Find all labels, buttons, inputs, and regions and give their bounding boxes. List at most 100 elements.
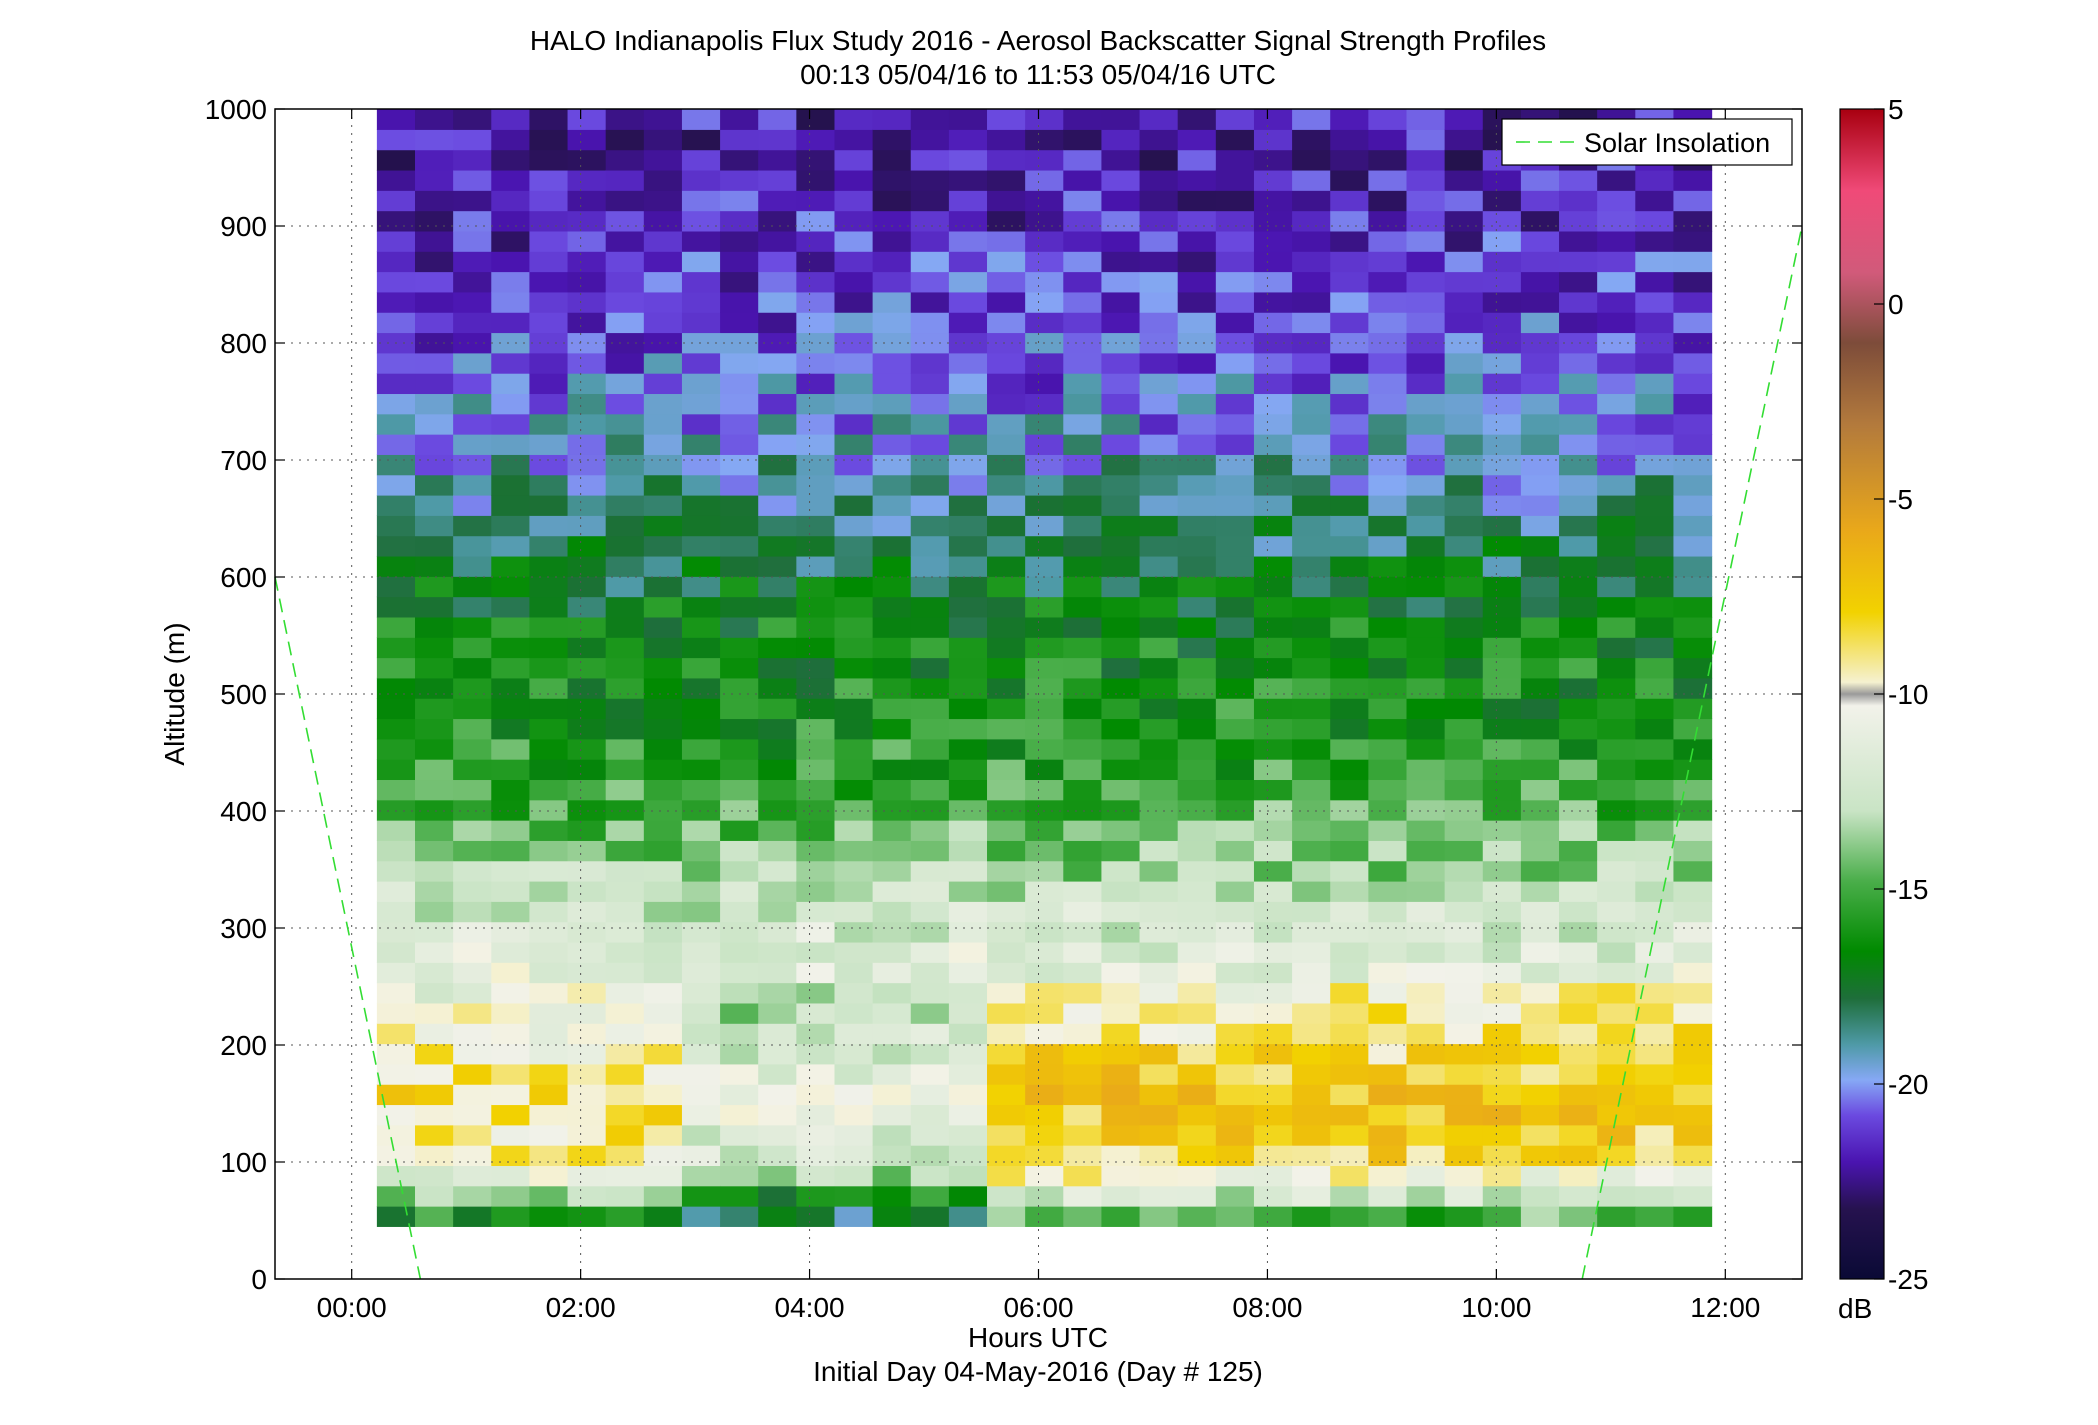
heatmap-cell: [1330, 393, 1369, 415]
heatmap-cell: [1025, 657, 1064, 679]
heatmap-cell: [1177, 738, 1217, 760]
heatmap-cell: [415, 393, 454, 415]
heatmap-cell: [1139, 840, 1179, 862]
heatmap-cell: [758, 352, 797, 374]
heatmap-cell: [491, 576, 531, 598]
heatmap-cell: [567, 718, 607, 740]
heatmap-cell: [1063, 434, 1103, 455]
heatmap-cell: [987, 434, 1026, 455]
heatmap-cell: [796, 1063, 836, 1085]
heatmap-cell: [1101, 373, 1141, 395]
heatmap-cell: [605, 109, 645, 130]
heatmap-cell: [415, 840, 454, 862]
heatmap-cell: [1215, 799, 1255, 821]
heatmap-cell: [720, 616, 759, 638]
heatmap-cell: [643, 1104, 683, 1126]
heatmap-cell: [1635, 251, 1675, 273]
heatmap-cell: [948, 230, 988, 252]
heatmap-cell: [872, 698, 912, 720]
heatmap-cell: [1101, 251, 1141, 273]
heatmap-cell: [529, 190, 569, 212]
heatmap-cell: [1635, 373, 1675, 395]
heatmap-cell: [834, 616, 874, 638]
heatmap-cell: [1444, 616, 1484, 638]
heatmap-cell: [1063, 1124, 1103, 1146]
heatmap-cell: [529, 535, 569, 557]
heatmap-cell: [1177, 1165, 1217, 1187]
heatmap-cell: [681, 230, 721, 252]
heatmap-cell: [491, 677, 531, 699]
heatmap-cell: [1139, 637, 1179, 659]
heatmap-cell: [1559, 698, 1598, 720]
y-tick-label: 1000: [205, 94, 267, 125]
heatmap-cell: [1139, 352, 1179, 374]
heatmap-cell: [415, 230, 454, 252]
heatmap-cell: [1635, 494, 1675, 516]
heatmap-cell: [453, 494, 492, 516]
heatmap-cell: [415, 1206, 454, 1227]
heatmap-cell: [529, 901, 569, 923]
heatmap-cell: [1482, 1104, 1522, 1126]
heatmap-cell: [529, 677, 569, 699]
heatmap-cell: [948, 251, 988, 273]
heatmap-cell: [796, 1165, 836, 1187]
heatmap-cell: [1215, 1124, 1255, 1146]
heatmap-cell: [796, 616, 836, 638]
heatmap-cell: [834, 393, 874, 415]
heatmap-cell: [1292, 149, 1331, 171]
heatmap-cell: [1025, 271, 1064, 293]
heatmap-cell: [605, 1043, 645, 1065]
heatmap-cell: [491, 169, 531, 191]
heatmap-cell: [758, 596, 797, 618]
heatmap-cell: [1101, 921, 1141, 943]
heatmap-cell: [796, 434, 836, 455]
heatmap-cell: [376, 169, 416, 191]
heatmap-cell: [1177, 880, 1217, 902]
heatmap-cell: [987, 799, 1026, 821]
heatmap-cell: [1635, 434, 1675, 455]
heatmap-cell: [1215, 941, 1255, 963]
heatmap-cell: [1406, 1124, 1446, 1146]
heatmap-cell: [987, 474, 1026, 496]
heatmap-cell: [834, 251, 874, 273]
heatmap-cell: [681, 657, 721, 679]
heatmap-cell: [1253, 1185, 1293, 1207]
heatmap-cell: [1253, 1104, 1293, 1126]
heatmap-cell: [529, 637, 569, 659]
heatmap-cell: [872, 616, 912, 638]
heatmap-cell: [948, 799, 988, 821]
heatmap-cell: [567, 474, 607, 496]
heatmap-cell: [491, 454, 531, 476]
heatmap-cell: [1025, 555, 1064, 577]
heatmap-cell: [1215, 840, 1255, 862]
heatmap-cell: [1177, 657, 1217, 679]
heatmap-cell: [948, 596, 988, 618]
heatmap-cell: [681, 738, 721, 760]
heatmap-cell: [1482, 1145, 1522, 1167]
heatmap-cell: [1406, 149, 1446, 171]
heatmap-cell: [643, 1185, 683, 1207]
heatmap-cell: [453, 901, 492, 923]
heatmap-cell: [1482, 637, 1522, 659]
x-tick-label: 04:00: [775, 1292, 845, 1323]
heatmap-cell: [1673, 820, 1713, 841]
heatmap-cell: [720, 169, 759, 191]
heatmap-cell: [529, 352, 569, 374]
heatmap-cell: [1063, 129, 1103, 151]
heatmap-cell: [987, 149, 1026, 171]
heatmap-cell: [1597, 901, 1636, 923]
x-tick-label: 08:00: [1232, 1292, 1302, 1323]
heatmap-cell: [1520, 291, 1560, 313]
heatmap-cell: [948, 698, 988, 720]
heatmap-cell: [1101, 880, 1141, 902]
heatmap-cell: [948, 718, 988, 740]
heatmap-cell: [1177, 921, 1217, 943]
heatmap-cell: [605, 901, 645, 923]
heatmap-cell: [1482, 962, 1522, 984]
heatmap-cell: [720, 1206, 759, 1227]
heatmap-cell: [1177, 393, 1217, 415]
heatmap-cell: [1139, 474, 1179, 496]
heatmap-cell: [567, 109, 607, 130]
heatmap-cell: [1673, 291, 1713, 313]
heatmap-cell: [910, 698, 950, 720]
